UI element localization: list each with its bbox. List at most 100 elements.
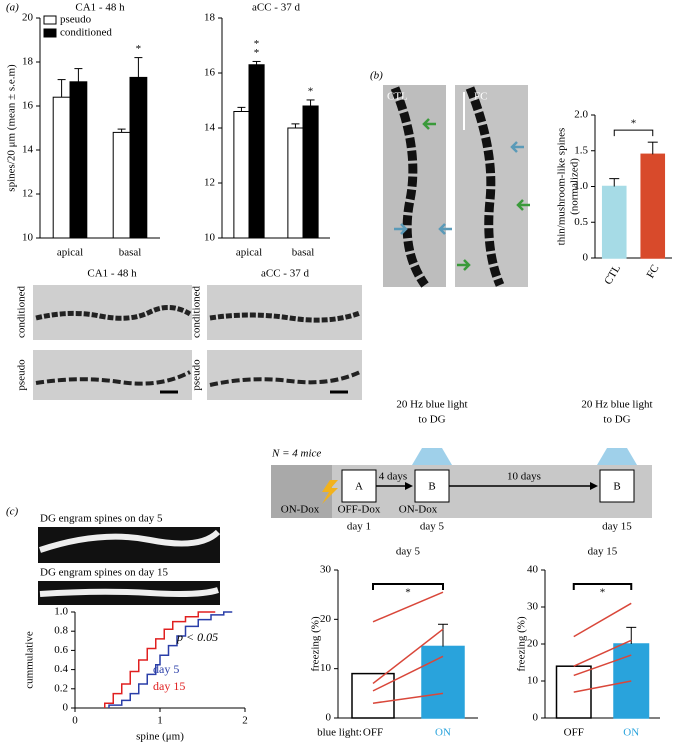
y-tick-label: 12	[22, 188, 33, 200]
x-tick-label: 2	[242, 715, 248, 727]
y-tick-label: 0.6	[54, 644, 68, 656]
bar	[421, 645, 465, 719]
chart-title: CA1 - 48 h	[75, 2, 125, 14]
micrograph-title: DG engram spines on day 5	[40, 513, 163, 525]
y-tick-label: 0.2	[54, 682, 68, 694]
timeline-text: 4 days	[379, 471, 407, 483]
timeline-text: day 1	[347, 521, 371, 533]
y-tick-label: 30	[527, 601, 539, 613]
y-tick-label: 1.0	[574, 180, 588, 192]
timeline-text: 20 Hz blue light	[581, 399, 652, 411]
line	[104, 611, 216, 708]
legend-swatch	[43, 28, 57, 38]
y-tick-label: 0	[326, 712, 332, 724]
chart-title: aCC - 37 d	[252, 2, 300, 14]
timeline	[271, 448, 652, 518]
significance-bracket	[572, 583, 633, 590]
y-tick-label: 1.5	[574, 144, 588, 156]
panel-label: (c)	[6, 506, 19, 518]
timeline-text: 20 Hz blue light	[396, 399, 467, 411]
significance: *	[254, 38, 260, 50]
x-label-prefix: blue light:	[317, 727, 362, 739]
y-tick-label: 20	[320, 613, 332, 625]
bar	[601, 185, 627, 259]
y-tick-label: 0.4	[54, 663, 68, 675]
y-tick-label: 0.8	[54, 625, 68, 637]
y-tick-label: 0	[583, 252, 589, 264]
x-tick-label: CTL	[602, 263, 623, 287]
y-tick-label: 0	[63, 702, 69, 714]
y-tick-label: 0	[533, 712, 539, 724]
bar	[129, 76, 148, 239]
y-tick-label: 18	[22, 56, 34, 68]
y-tick-label: 18	[204, 12, 216, 24]
panel-label: (b)	[370, 70, 383, 82]
y-axis-label: thin/mushroom-like spines	[556, 128, 568, 246]
x-tick-label: ON	[435, 727, 451, 739]
legend-label: day 5	[153, 662, 179, 676]
y-tick-label: 10	[527, 675, 539, 687]
x-tick-label: apical	[57, 247, 83, 259]
micrograph-label: CTL	[387, 91, 408, 103]
significance: *	[308, 85, 314, 97]
micrograph	[33, 285, 362, 400]
individual-line	[573, 602, 632, 638]
legend-label: day 15	[153, 679, 185, 693]
significance: *	[405, 587, 411, 599]
micrograph	[383, 85, 530, 288]
bar	[69, 81, 88, 239]
y-tick-label: 20	[22, 12, 34, 24]
micrograph-label: FC	[474, 91, 487, 103]
timeline-text: A	[355, 481, 363, 493]
x-tick-label: 1	[157, 715, 163, 727]
x-tick-label: OFF	[363, 727, 383, 739]
y-tick-label: 40	[527, 564, 539, 576]
annotation: p < 0.05	[176, 630, 218, 644]
legend-label: conditioned	[60, 27, 112, 39]
timeline-text: day 15	[602, 521, 632, 533]
y-axis-label: freezing (%)	[516, 616, 528, 672]
y-tick-label: 14	[204, 122, 216, 134]
y-tick-label: 14	[22, 144, 34, 156]
bar	[112, 131, 131, 239]
y-axis-label: cummulative	[24, 631, 36, 689]
individual-line	[573, 654, 632, 677]
x-tick-label: ON	[623, 727, 639, 739]
significance: *	[631, 118, 637, 130]
x-tick-label: apical	[236, 247, 262, 259]
y-axis-label: (normalized)	[569, 158, 581, 215]
individual-line	[372, 692, 444, 704]
row-label: conditioned	[191, 286, 203, 338]
individual-line	[372, 628, 444, 685]
y-axis-label: spines/20 μm (mean ± s.e.m)	[6, 64, 18, 192]
x-tick-label: FC	[644, 263, 661, 281]
individual-line	[573, 639, 632, 667]
y-tick-label: 10	[320, 662, 332, 674]
chart-title: day 15	[588, 546, 618, 558]
y-axis-label: freezing (%)	[310, 616, 322, 672]
timeline-text: to DG	[418, 414, 445, 426]
individual-line	[573, 680, 632, 693]
x-tick-label: basal	[119, 247, 142, 259]
y-tick-label: 16	[204, 67, 216, 79]
significance: *	[600, 587, 606, 599]
row-label: pseudo	[16, 359, 28, 391]
x-axis-label: spine (μm)	[136, 731, 184, 743]
timeline-text: day 5	[420, 521, 445, 533]
x-tick-label: 0	[72, 715, 78, 727]
timeline-text: 10 days	[507, 471, 541, 483]
significance: *	[136, 43, 142, 55]
micrograph-title: CA1 - 48 h	[87, 268, 137, 280]
x-tick-label: basal	[292, 247, 315, 259]
y-tick-label: 10	[22, 232, 34, 244]
timeline-text: B	[428, 481, 435, 493]
panel-label: (a)	[6, 2, 19, 14]
line	[108, 611, 233, 708]
individual-line	[372, 655, 444, 692]
bar	[233, 111, 250, 239]
micrograph-title: aCC - 37 d	[261, 268, 309, 280]
y-tick-label: 10	[204, 232, 216, 244]
y-tick-label: 20	[527, 638, 539, 650]
